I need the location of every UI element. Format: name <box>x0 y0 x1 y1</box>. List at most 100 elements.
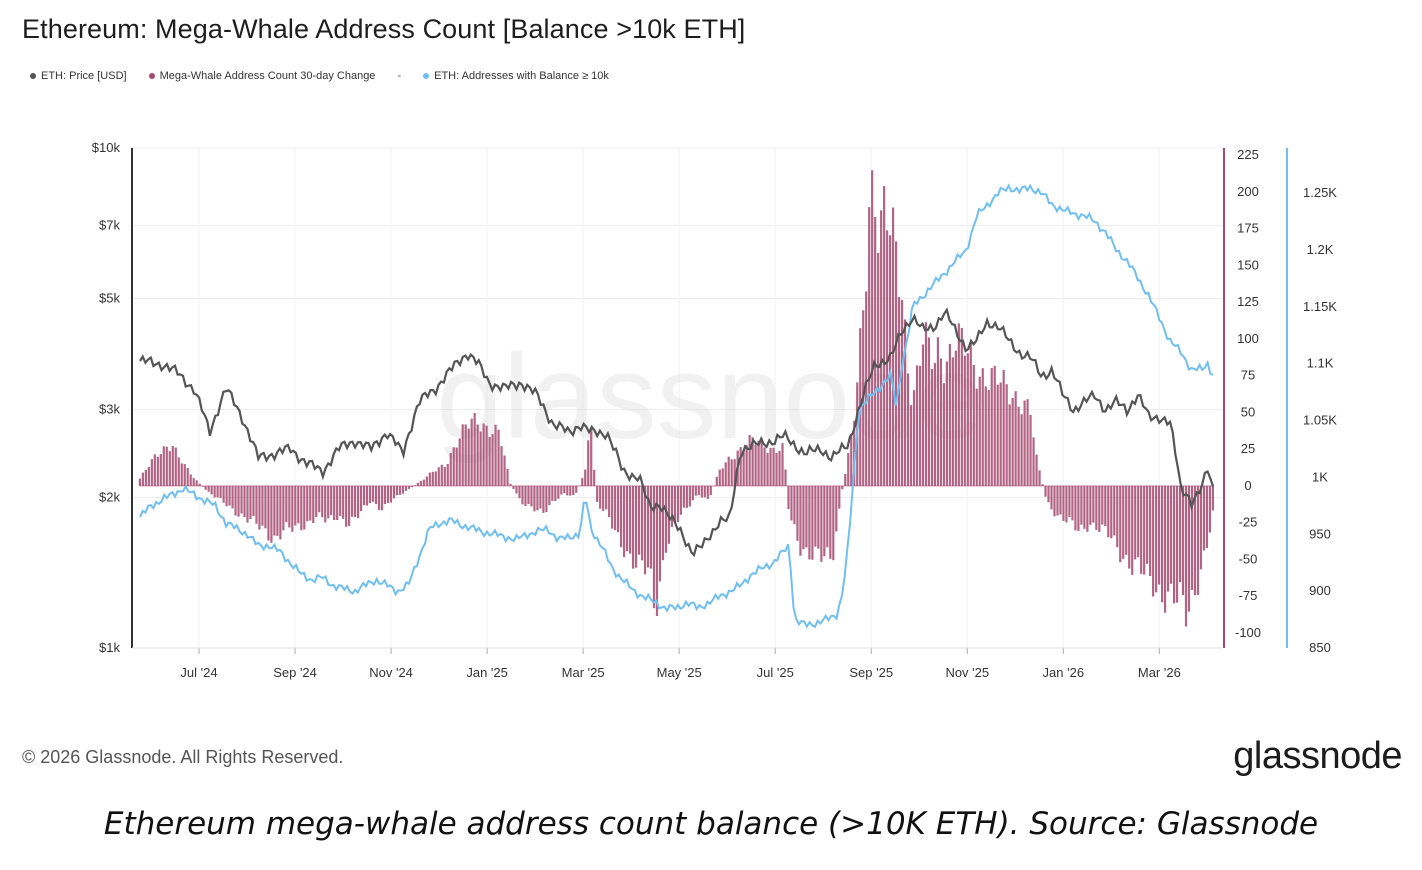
change-bar <box>536 485 539 511</box>
change-bar <box>297 485 300 524</box>
change-bar <box>255 485 258 524</box>
legend-label-addresses: ETH: Addresses with Balance ≥ 10k <box>434 70 609 82</box>
change-bar <box>1056 485 1059 516</box>
change-bar <box>676 485 679 523</box>
change-bar <box>790 485 793 521</box>
change-bar <box>512 485 515 489</box>
change-bar <box>401 485 405 494</box>
addresses-line <box>139 183 1214 629</box>
change-bar <box>1047 485 1050 503</box>
change-bar <box>234 485 237 516</box>
change-bar <box>249 485 252 520</box>
change-bar <box>775 452 778 486</box>
change-bar <box>930 369 934 486</box>
change-bar <box>1008 404 1011 486</box>
change-bar <box>267 485 270 541</box>
change-bar <box>608 485 611 518</box>
change-bar <box>921 344 925 486</box>
change-bar <box>778 450 781 486</box>
change-bar <box>342 485 345 519</box>
change-bar <box>649 485 653 569</box>
change-bar <box>587 440 590 486</box>
change-bar <box>1014 391 1017 486</box>
figure-caption: Ethereum mega-whale address count balanc… <box>103 806 1319 842</box>
change-bar <box>637 485 641 555</box>
change-bar <box>162 446 165 486</box>
change-bar <box>1125 485 1128 555</box>
change-bar <box>219 485 222 498</box>
change-bar <box>906 373 910 486</box>
change-bar <box>617 485 620 533</box>
change-bar <box>222 485 225 503</box>
change-bar <box>237 485 240 517</box>
change-bar <box>886 230 889 486</box>
change-bar <box>1083 485 1086 529</box>
change-bar <box>213 485 216 498</box>
change-bar <box>1202 485 1206 551</box>
change-bar <box>894 241 898 486</box>
change-bar <box>1137 485 1140 558</box>
change-bar <box>903 319 907 486</box>
change-bar <box>990 368 993 486</box>
change-bar <box>1196 485 1200 595</box>
legend-dot-price <box>30 73 36 79</box>
change-bar <box>431 471 434 486</box>
change-bar <box>581 478 584 486</box>
change-bar <box>1071 485 1074 521</box>
change-bar <box>1002 369 1005 486</box>
change-bar <box>742 450 745 486</box>
y-right-change-tick-label: 150 <box>1237 257 1259 272</box>
change-bar <box>945 361 948 486</box>
change-bar <box>500 446 503 486</box>
change-bar <box>171 445 174 486</box>
change-bar <box>144 469 147 486</box>
change-bar <box>264 485 267 529</box>
change-bar <box>584 469 587 486</box>
legend-item-price[interactable]: ETH: Price [USD] <box>30 70 127 82</box>
change-bar <box>865 291 868 486</box>
change-bar <box>957 323 960 486</box>
change-bar <box>404 485 408 491</box>
y-right-change-tick-label: 100 <box>1237 331 1259 346</box>
change-bar <box>461 424 464 486</box>
change-bar <box>915 365 919 486</box>
y-right-change-tick-label: -50 <box>1239 551 1258 566</box>
x-tick-label: Mar '26 <box>1138 665 1181 680</box>
change-bar <box>1193 485 1197 596</box>
change-bar <box>670 485 674 527</box>
change-bar <box>847 453 850 486</box>
change-bar <box>891 207 895 486</box>
change-bar <box>180 463 183 486</box>
change-bar <box>1032 437 1035 486</box>
change-bar <box>733 459 736 486</box>
change-bar <box>628 485 632 554</box>
change-bar <box>1113 485 1116 536</box>
change-bar <box>476 424 479 486</box>
change-bar <box>186 467 189 486</box>
x-tick-label: Jan '26 <box>1043 665 1085 680</box>
change-bar <box>159 454 162 486</box>
change-bar <box>1208 485 1212 533</box>
legend-item-change[interactable]: Mega-Whale Address Count 30-day Change <box>148 70 375 82</box>
change-bar <box>446 463 449 486</box>
change-bar <box>948 343 951 486</box>
change-bar <box>207 485 210 492</box>
y-right-change-tick-label: 225 <box>1237 147 1259 162</box>
change-bar <box>258 485 261 530</box>
change-bar <box>655 485 659 616</box>
change-bar <box>880 210 883 486</box>
change-bar <box>715 476 718 486</box>
legend-item-addresses[interactable]: ETH: Addresses with Balance ≥ 10k <box>423 70 609 82</box>
change-bar <box>348 485 351 526</box>
change-bar <box>844 473 847 486</box>
change-bar <box>545 485 548 513</box>
change-bar <box>554 485 557 502</box>
change-bar <box>1059 485 1062 515</box>
change-bar <box>1140 485 1143 574</box>
y-left-tick-label: $7k <box>99 217 120 232</box>
change-bar <box>524 485 527 507</box>
change-bar <box>877 252 880 486</box>
change-bar <box>1211 485 1214 511</box>
change-bar <box>972 364 975 486</box>
change-bar <box>841 485 844 490</box>
